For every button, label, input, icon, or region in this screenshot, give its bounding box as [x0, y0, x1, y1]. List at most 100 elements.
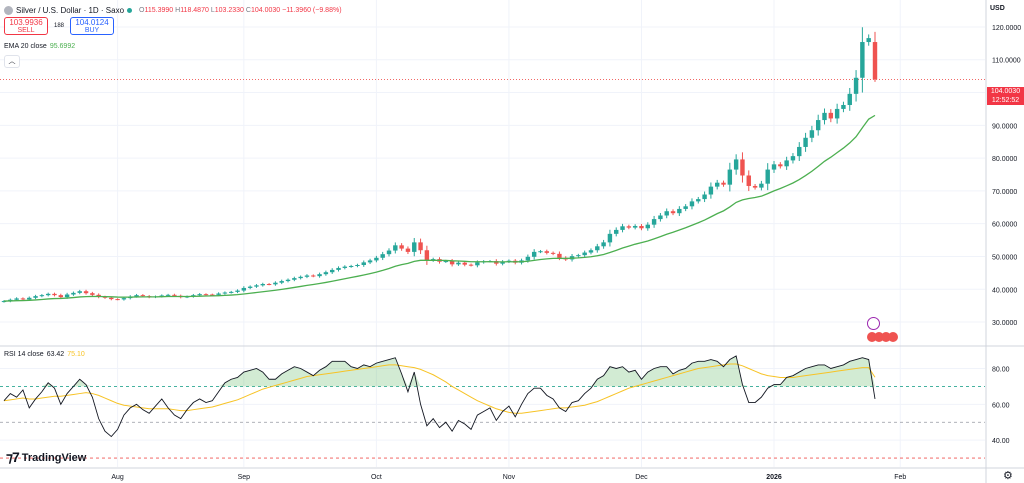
candle-body [159, 295, 164, 297]
candle-body [847, 93, 852, 105]
candle-body [273, 282, 278, 285]
tv-logo-icon: ⁊7 [6, 449, 20, 465]
candle-body [424, 250, 430, 261]
candle-body [241, 287, 247, 291]
candle-body [475, 262, 480, 266]
candle-body [329, 269, 335, 273]
candle-body [721, 182, 726, 185]
ohlc-values: O115.3990 H118.4870 L103.2330 C104.0030 … [139, 7, 342, 14]
candle-body [222, 292, 228, 294]
economic-event-icon[interactable] [874, 332, 884, 342]
time-tick-label: 2026 [766, 474, 782, 481]
candle-body [336, 267, 341, 270]
price-tick-label: 120.0000 [992, 25, 1021, 32]
candle-body [64, 294, 70, 298]
time-tick-label: Feb [894, 474, 906, 481]
candle-body [266, 284, 272, 286]
candle-body [620, 226, 625, 230]
last-price-value: 104.0030 [990, 88, 1021, 95]
candle-body [765, 169, 770, 184]
candle-body [235, 290, 240, 292]
candle-body [285, 279, 291, 282]
candle-body [27, 297, 32, 300]
time-tick-label: Aug [111, 474, 124, 481]
economic-event-icon[interactable] [881, 332, 891, 342]
candle-body [595, 246, 600, 251]
buy-button[interactable]: 104.0124 BUY [70, 17, 115, 35]
low-value: 103.2330 [214, 6, 244, 14]
symbol-title[interactable]: Silver / U.S. Dollar · 1D · Saxo [16, 5, 125, 15]
candle-body [247, 286, 253, 288]
price-tick-label: 70.0000 [992, 189, 1017, 196]
candle-body [58, 295, 64, 298]
economic-event-icon[interactable] [888, 332, 898, 342]
candle-body [708, 186, 714, 195]
sell-price: 103.9936 [9, 18, 43, 27]
candle-body [866, 38, 871, 43]
candle-body [544, 251, 550, 253]
candle-body [342, 266, 348, 268]
collapse-legend-button[interactable]: ︿ [4, 55, 20, 68]
rsi-line [3, 355, 876, 438]
tradingview-logo[interactable]: ⁊7 TradingView [6, 449, 86, 466]
rsi-label: RSI 14 close [4, 351, 44, 358]
candle-body [771, 164, 777, 170]
rsi-tick-label: 80.00 [992, 366, 1010, 373]
candle-body [348, 265, 354, 267]
candle-body [386, 250, 392, 255]
dividend-event-icon[interactable] [867, 317, 880, 330]
change-value: −11.3960 (−9.88%) [282, 6, 342, 14]
gear-icon[interactable]: ⚙ [1003, 470, 1013, 482]
candle-body [576, 255, 581, 257]
candle-body [614, 229, 619, 234]
candle-body [260, 284, 265, 286]
candle-body [702, 194, 707, 200]
candle-body [33, 296, 38, 298]
rsi-ma-value: 75.10 [67, 351, 85, 358]
candle-body [822, 112, 827, 121]
candle-body [121, 298, 127, 300]
candle-body [399, 245, 404, 249]
rsi-ma-line [3, 363, 876, 414]
candle-body [632, 225, 638, 228]
candle-body [77, 291, 82, 293]
rsi-legend[interactable]: RSI 14 close 63.42 75.10 [4, 351, 85, 358]
ema-legend[interactable]: EMA 20 close 95.6992 [4, 43, 75, 50]
sell-button[interactable]: 103.9936 SELL [4, 17, 48, 35]
silver-icon [4, 5, 13, 15]
rsi-value: 63.42 [46, 351, 65, 358]
candle-body [374, 257, 379, 261]
candle-body [677, 208, 682, 214]
candle-body [323, 272, 329, 275]
buy-price: 104.0124 [75, 18, 109, 27]
symbol-header: Silver / U.S. Dollar · 1D · Saxo O115.39… [4, 3, 342, 17]
candle-body [412, 242, 417, 252]
candle-body [727, 169, 733, 185]
currency-label[interactable]: USD [990, 5, 1005, 12]
candle-body [83, 291, 89, 294]
candle-body [582, 252, 587, 256]
candle-body [658, 215, 663, 220]
candle-body [355, 264, 360, 266]
candle-body [14, 298, 19, 300]
candle-body [311, 275, 316, 277]
ema-value: 95.6992 [49, 43, 76, 50]
candle-body [651, 219, 657, 225]
candle-body [696, 199, 701, 202]
candle-body [456, 262, 461, 265]
economic-event-icon[interactable] [867, 332, 877, 342]
candle-body [102, 296, 108, 298]
time-tick-label: Dec [635, 474, 648, 481]
candle-body [165, 294, 171, 296]
time-tick-label: Nov [503, 474, 516, 481]
candle-body [853, 77, 859, 94]
candle-body [803, 137, 808, 147]
candle-body [361, 262, 366, 265]
candle-body [20, 298, 26, 300]
open-label: O [139, 6, 145, 14]
candle-body [834, 108, 840, 119]
logo-text: TradingView [21, 451, 87, 464]
candle-body [531, 251, 537, 257]
candle-body [203, 294, 209, 296]
